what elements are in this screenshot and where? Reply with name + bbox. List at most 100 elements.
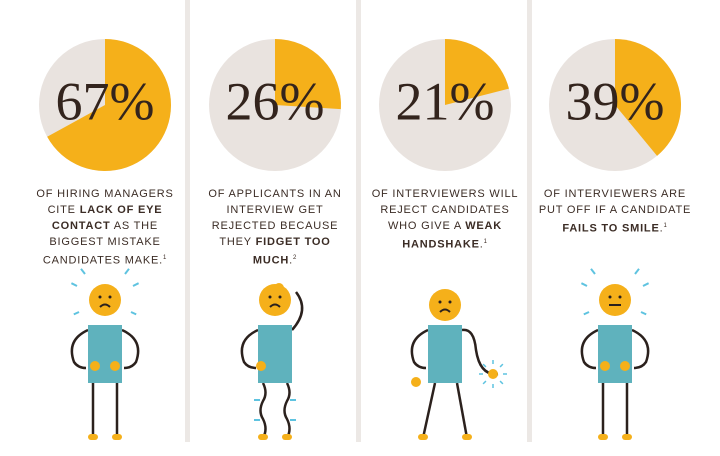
- body: [258, 325, 292, 383]
- hand: [620, 361, 630, 371]
- eye: [278, 295, 282, 299]
- mouth: [439, 308, 451, 313]
- foot: [418, 434, 428, 440]
- stress-mark: [73, 311, 80, 316]
- caption-bold: FIDGET TOO MUCH: [252, 236, 331, 267]
- hand: [411, 377, 421, 387]
- caption-text: OF HIRING MANAGERS CITE: [36, 188, 174, 216]
- shake-mark: [482, 363, 487, 368]
- arm: [291, 291, 304, 331]
- eye: [608, 295, 612, 299]
- leg: [421, 382, 437, 439]
- eye: [98, 295, 102, 299]
- foot: [462, 434, 472, 440]
- arm: [580, 328, 599, 370]
- foot: [598, 434, 608, 440]
- caption-text: .: [289, 254, 293, 267]
- foot: [622, 434, 632, 440]
- foot: [258, 434, 268, 440]
- eye: [438, 300, 442, 304]
- stress-mark: [124, 268, 130, 275]
- stress-mark: [132, 282, 140, 287]
- caption-bold: FAILS TO SMILE: [562, 222, 660, 235]
- footnote: 1: [483, 239, 488, 245]
- caption: OF HIRING MANAGERS CITE LACK OF EYE CONT…: [27, 186, 183, 269]
- pie-slice: [47, 39, 171, 172]
- stress-mark: [80, 268, 86, 275]
- arm: [631, 328, 650, 370]
- stress-mark: [580, 282, 588, 287]
- head: [89, 284, 121, 316]
- hand: [600, 361, 610, 371]
- mouth: [269, 303, 281, 308]
- eye: [108, 295, 112, 299]
- caption-text: OF APPLICANTS IN AN INTERVIEW GET REJECT…: [208, 188, 342, 248]
- stress-mark: [130, 311, 137, 316]
- head: [599, 284, 631, 316]
- percent-label: 21%: [396, 71, 495, 131]
- figure: [580, 268, 650, 440]
- figure: [410, 289, 507, 440]
- footnote: 2: [292, 255, 298, 261]
- body: [428, 325, 462, 383]
- eye: [268, 295, 272, 299]
- footnote: 1: [163, 255, 168, 261]
- body: [598, 325, 632, 383]
- caption-text: AS THE BIGGEST MISTAKE CANDIDATES MAKE.: [42, 220, 164, 267]
- head: [259, 284, 291, 316]
- caption-text: .: [479, 238, 484, 251]
- leg: [259, 382, 267, 439]
- shake-mark: [482, 380, 487, 385]
- stress-mark: [590, 268, 596, 275]
- arm: [240, 328, 259, 370]
- shake-mark: [499, 363, 504, 368]
- divider: [356, 0, 361, 442]
- arm: [70, 328, 89, 370]
- mouth: [99, 303, 111, 308]
- figure: [70, 268, 140, 440]
- hand: [274, 283, 284, 293]
- stress-mark: [583, 311, 590, 316]
- head: [429, 289, 461, 321]
- percent-label: 67%: [56, 71, 155, 131]
- eye: [618, 295, 622, 299]
- pie-slice: [445, 39, 509, 105]
- percent-label: 39%: [566, 71, 665, 131]
- hand: [90, 361, 100, 371]
- caption: OF INTERVIEWERS WILL REJECT CANDIDATES W…: [367, 186, 523, 253]
- shake-mark: [499, 380, 504, 385]
- caption-text: OF INTERVIEWERS ARE PUT OFF IF A CANDIDA…: [538, 188, 692, 216]
- hand: [110, 361, 120, 371]
- stress-mark: [634, 268, 640, 275]
- pie-slice: [615, 39, 681, 156]
- divider: [527, 0, 532, 442]
- foot: [112, 434, 122, 440]
- stress-mark: [70, 282, 78, 287]
- hand: [256, 361, 266, 371]
- eye: [448, 300, 452, 304]
- caption: OF INTERVIEWERS ARE PUT OFF IF A CANDIDA…: [537, 186, 693, 237]
- footnote: 1: [663, 223, 668, 229]
- percent-label: 26%: [226, 71, 325, 131]
- divider: [185, 0, 190, 442]
- foot: [88, 434, 98, 440]
- caption-bold: LACK OF EYE CONTACT: [51, 204, 163, 232]
- hand: [488, 369, 498, 379]
- caption-bold: WEAK HANDSHAKE: [402, 220, 503, 251]
- stress-mark: [642, 282, 650, 287]
- figure: [240, 283, 304, 440]
- body: [88, 325, 122, 383]
- arm: [121, 328, 140, 370]
- stress-mark: [640, 311, 647, 316]
- foot: [282, 434, 292, 440]
- caption-text: OF INTERVIEWERS WILL REJECT CANDIDATES W…: [371, 188, 519, 232]
- pie-slice: [275, 39, 341, 110]
- leg: [455, 382, 469, 439]
- caption: OF APPLICANTS IN AN INTERVIEW GET REJECT…: [197, 186, 353, 269]
- arm: [410, 328, 429, 370]
- leg: [283, 382, 291, 439]
- arm: [461, 328, 499, 376]
- caption-text: .: [659, 222, 664, 235]
